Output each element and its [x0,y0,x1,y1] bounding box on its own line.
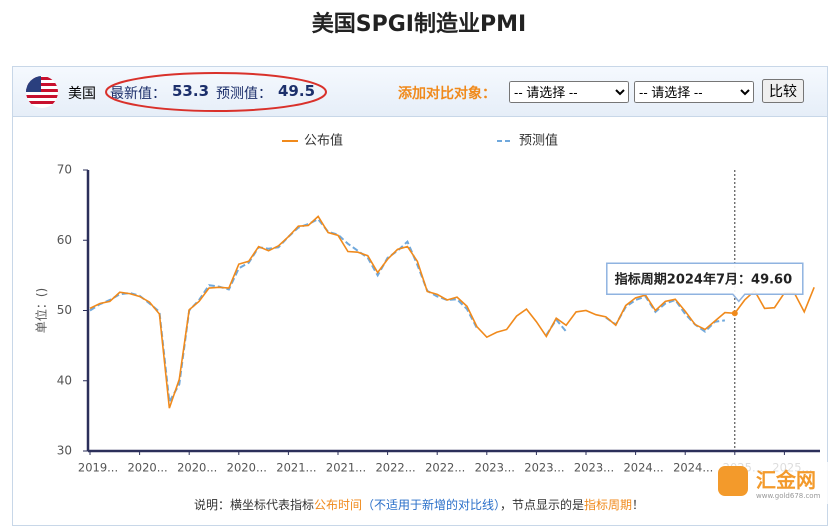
x-tick-label: 2024... [623,461,663,475]
x-tick-label: 2021... [326,461,366,475]
compare-button[interactable]: 比较 [762,79,804,103]
x-tick-label: 2020... [177,461,217,475]
y-tick-label: 30 [57,444,72,458]
header-bar: 美国 最新值： 53.3 预测值： 49.5 添加对比对象： -- 请选择 --… [13,67,827,117]
tooltip-value: 49.60 [751,272,792,287]
y-tick-label: 40 [57,373,72,387]
hover-marker [731,310,738,317]
x-tick-label: 2019... [78,461,118,475]
select[interactable]: -- 请选择 -- [509,81,629,103]
tooltip-label: 指标周期2024年7月： [615,271,751,287]
select[interactable]: -- 请选择 -- [634,81,754,103]
note-text: ！ [632,498,645,512]
note-text: 说明：横坐标代表指标 [193,498,314,512]
x-tick-label: 2020... [227,461,267,475]
x-tick-label: 2023... [475,461,515,475]
forecast-label: 预测值： [216,86,272,102]
x-tick-label: 2024... [673,461,713,475]
x-tick-label: 2022... [375,461,415,475]
legend-label: 预测值 [519,133,558,149]
note-text: 公布时间 [313,498,362,512]
highlight-ellipse [105,72,327,112]
note-text: （不适用于新增的对比线） [361,498,500,512]
x-tick-label: 2022... [425,461,465,475]
note: 说明：横坐标代表指标公布时间（不适用于新增的对比线），节点显示的是指标周期！ [0,496,838,513]
y-tick-label: 70 [57,163,72,177]
x-tick-label: 2021... [276,461,316,475]
page-title: 美国SPGI制造业PMI [311,12,527,37]
country: 美国 [68,86,96,102]
tooltip-box [606,262,804,303]
series-line [89,215,815,409]
watermark: 汇金网 www.gold678.com [716,462,828,504]
latest-label: 最新值： [110,86,166,102]
watermark-text: 汇金网 [756,468,816,492]
forecast-value: 49.5 [278,82,316,100]
legend-label: 公布值 [304,133,343,149]
y-tick-label: 60 [57,233,72,247]
tooltip-text: 指标周期2024年7月：49.60 [615,271,792,287]
note-text: ，节点显示的是 [500,498,585,512]
compare-label: 添加对比对象： [398,86,496,102]
x-tick-label: 2023... [574,461,614,475]
watermark-logo [718,466,748,496]
x-tick-label: 2020... [127,461,167,475]
flag [26,76,58,108]
latest-value: 53.3 [172,82,210,100]
watermark-url: www.gold678.com [756,492,821,500]
x-tick-label: 2023... [524,461,564,475]
y-axis-label: 单位：() [34,288,49,333]
y-tick-label: 50 [57,303,72,317]
note-text: 指标周期 [584,498,633,512]
chart: 公布值 预测值 30 40 50 60 70 单位：() 2019... 2020... 2020.… [34,133,820,475]
